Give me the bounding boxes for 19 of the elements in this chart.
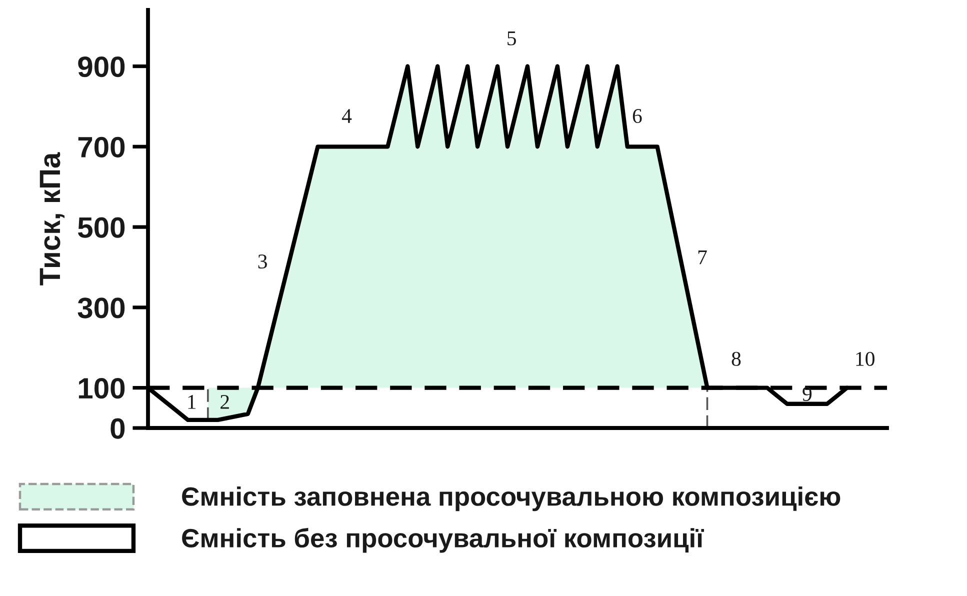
annotation: 10 <box>856 352 874 366</box>
y-tick-label: 100 <box>78 378 125 399</box>
legend-label: Ємність без просочувальної композиції <box>182 528 704 553</box>
y-axis-title: Тиск, кПа <box>40 152 64 286</box>
annotation: 4 <box>342 109 352 123</box>
annotation: 9 <box>802 387 812 402</box>
annotation: 8 <box>732 352 741 366</box>
annotation: 1 <box>188 395 196 409</box>
annotation: 2 <box>220 394 229 409</box>
y-tick-label: 300 <box>78 298 125 318</box>
y-tick-label: 500 <box>78 217 125 238</box>
annotation: 6 <box>632 109 642 124</box>
annotation: 7 <box>698 250 707 264</box>
y-tick-label: 700 <box>78 136 125 158</box>
y-tick-label: 900 <box>78 56 125 78</box>
annotation: 3 <box>258 254 267 269</box>
annotation: 5 <box>508 31 516 46</box>
y-tick-label: 0 <box>110 418 125 439</box>
legend-label: Ємність заповнена просочувальною композицією <box>182 486 840 512</box>
